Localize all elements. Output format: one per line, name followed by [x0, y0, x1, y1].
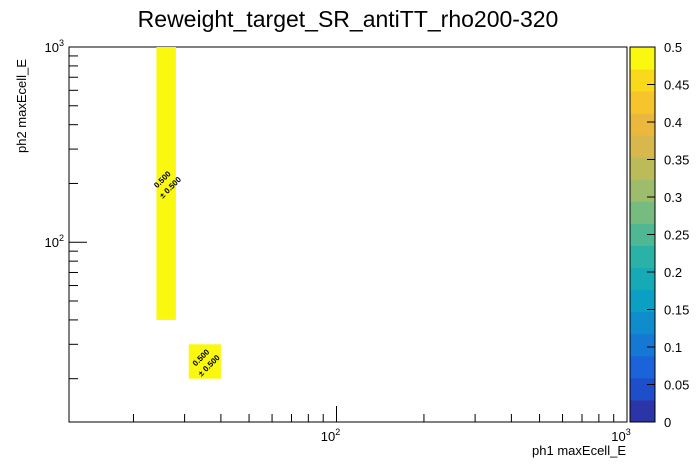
y-axis: 102 103	[45, 38, 87, 380]
colorbar-tick-label: 0.3	[664, 190, 682, 205]
colorbar-tick-label: 0	[664, 415, 671, 430]
colorbar-segment	[630, 399, 655, 423]
colorbar-segment	[630, 179, 655, 202]
x-tick-label: 103	[611, 427, 630, 444]
y-tick-label: 102	[45, 233, 64, 250]
colorbar-segment	[630, 267, 655, 291]
colorbar-segment	[630, 91, 655, 114]
x-axis: 102 103	[132, 406, 631, 444]
colorbar-tick-label: 0.05	[664, 378, 689, 393]
colorbar-segment	[630, 245, 655, 269]
plot-frame	[68, 46, 628, 423]
y-tick-label: 103	[45, 38, 64, 55]
colorbar-tick-label: 0.1	[664, 340, 682, 355]
colorbar-segment	[630, 69, 655, 92]
colorbar-segment	[630, 113, 655, 136]
colorbar-tick-label: 0.4	[664, 115, 682, 130]
x-axis-label: ph1 maxEcell_E	[532, 443, 626, 458]
colorbar-segment	[630, 223, 655, 247]
colorbar-tick-label: 0.25	[664, 228, 689, 243]
colorbar-segment	[630, 157, 655, 180]
colorbar-segment	[630, 355, 655, 379]
colorbar-segment	[630, 47, 655, 70]
colorbar-segment	[630, 311, 655, 335]
colorbar-segment	[630, 289, 655, 313]
colorbar-segment	[630, 333, 655, 357]
colorbar-tick-label: 0.5	[664, 40, 682, 55]
colorbar-tick-label: 0.15	[664, 303, 689, 318]
x-tick-label: 102	[321, 427, 340, 444]
y-axis-label: ph2 maxEcell_E	[14, 59, 29, 153]
colorbar-segment	[630, 201, 655, 224]
heatmap-cell	[156, 47, 176, 320]
colorbar-segment	[630, 135, 655, 158]
heatmap-cell	[188, 344, 221, 379]
colorbar-tick-label: 0.2	[664, 265, 682, 280]
colorbar: 0 0.05 0.1 0.15 0.2 0.25 0.3 0.35 0.4 0.45 0.5	[629, 40, 689, 430]
chart-title: Reweight_target_SR_antiTT_rho200-320	[138, 6, 559, 32]
colorbar-tick-label: 0.45	[664, 78, 689, 93]
colorbar-segment	[630, 377, 655, 401]
colorbar-tick-label: 0.35	[664, 153, 689, 168]
